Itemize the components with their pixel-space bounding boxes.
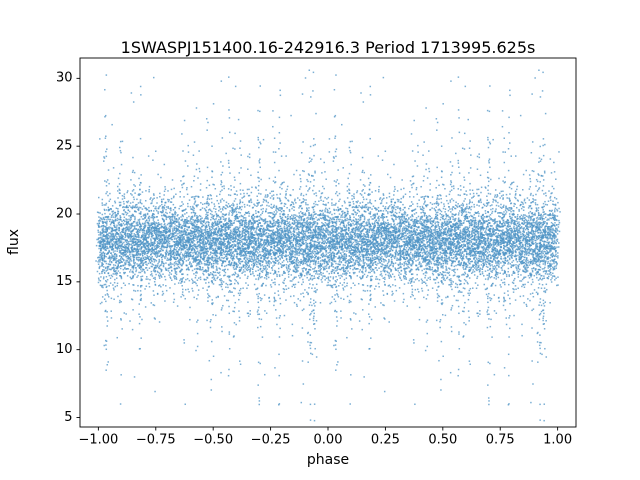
chart-title: 1SWASPJ151400.16-242916.3 Period 1713995… [120, 38, 536, 57]
y-axis-label: flux [6, 229, 22, 255]
x-axis-label: phase [306, 452, 350, 468]
